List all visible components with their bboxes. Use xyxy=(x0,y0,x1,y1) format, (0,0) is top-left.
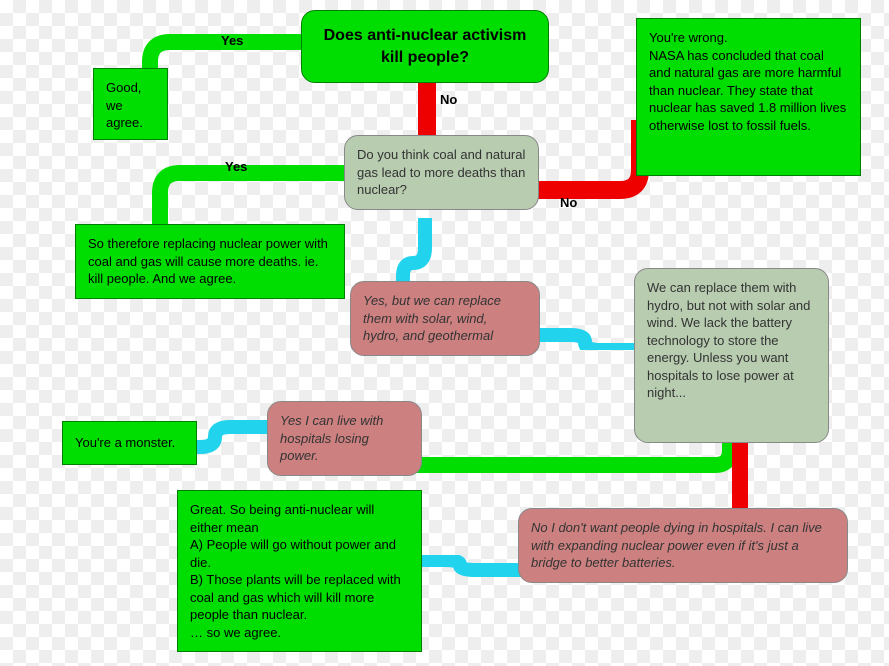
node-good-agree: Good, we agree. xyxy=(93,68,168,140)
label-yes2: Yes xyxy=(225,159,247,174)
node-title: Does anti-nuclear activism kill people? xyxy=(301,10,549,83)
replace-swhg-text: Yes, but we can replace them with solar,… xyxy=(363,293,501,343)
wrong-nasa-text: You're wrong. NASA has concluded that co… xyxy=(649,30,846,133)
node-replace-swhg: Yes, but we can replace them with solar,… xyxy=(350,281,540,356)
node-hydro-only: We can replace them with hydro, but not … xyxy=(634,268,829,443)
label-no1: No xyxy=(440,92,457,107)
therefore-text: So therefore replacing nuclear power wit… xyxy=(88,236,328,286)
label-no2: No xyxy=(560,195,577,210)
node-wrong-nasa: You're wrong. NASA has concluded that co… xyxy=(636,18,861,176)
good-agree-text: Good, we agree. xyxy=(106,80,143,130)
bridge-text: No I don't want people dying in hospital… xyxy=(531,520,822,570)
node-great: Great. So being anti-nuclear will either… xyxy=(177,490,422,652)
node-therefore: So therefore replacing nuclear power wit… xyxy=(75,224,345,299)
edge-replace-to-hydro xyxy=(530,320,650,350)
node-coal-q: Do you think coal and natural gas lead t… xyxy=(344,135,539,210)
node-monster: You're a monster. xyxy=(62,421,197,465)
node-hospitals-ok: Yes I can live with hospitals losing pow… xyxy=(267,401,422,476)
label-yes1: Yes xyxy=(221,33,243,48)
node-bridge: No I don't want people dying in hospital… xyxy=(518,508,848,583)
great-text: Great. So being anti-nuclear will either… xyxy=(190,502,401,640)
hydro-only-text: We can replace them with hydro, but not … xyxy=(647,280,810,400)
title-text: Does anti-nuclear activism kill people? xyxy=(324,27,527,66)
hospitals-ok-text: Yes I can live with hospitals losing pow… xyxy=(280,413,383,463)
coal-q-text: Do you think coal and natural gas lead t… xyxy=(357,147,525,197)
monster-text: You're a monster. xyxy=(75,435,175,450)
